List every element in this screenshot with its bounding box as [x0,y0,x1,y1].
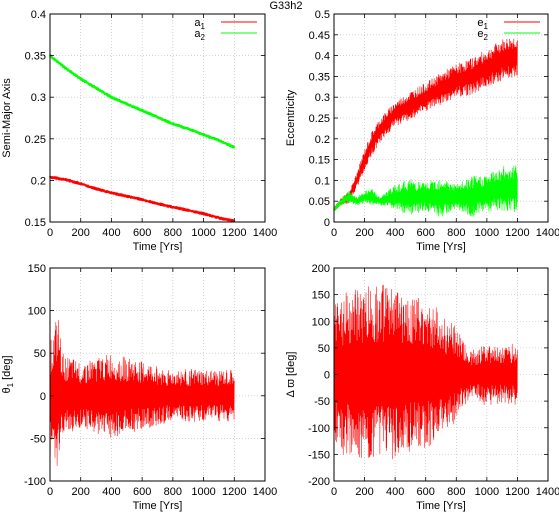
x-tick-label: 400 [386,227,404,239]
y-tick-label: 0.3 [315,92,330,104]
x-tick-label: 800 [164,486,182,498]
y-tick-label: -200 [308,476,330,488]
x-tick-label: 1000 [191,486,215,498]
y-axis-label: Δ ϖ [deg] [285,352,297,398]
x-tick-label: 200 [355,486,373,498]
y-tick-label: 0 [324,217,330,229]
x-tick-label: 400 [386,486,404,498]
page-title: G33h2 [269,0,302,12]
y-tick-label: -50 [30,433,46,445]
y-tick-label: -100 [24,476,46,488]
y-tick-label: 0.15 [25,217,46,229]
y-tick-label: 50 [318,343,330,355]
y-tick-label: 0 [324,370,330,382]
series-line-2 [333,165,518,217]
y-tick-label: 0.5 [315,9,330,21]
delta-varpi-panel: 0 200 400 600 800 1000 1200 1400-200-150-100-50… [285,263,559,512]
y-tick-label: 0.1 [315,175,330,187]
theta1-panel: 0 200 400 600 800 1000 1200 1400 -100 -50 0 50 100 15… [1,263,277,512]
semi-major-axis-panel: 0 200 400 600 800 1000 1200 1400 0.15 0.2 0.25 0.3 0… [1,9,277,253]
y-tick-label: -50 [314,396,330,408]
x-tick-label: 800 [447,227,465,239]
y-tick-label: 0.15 [309,155,330,167]
x-tick-label: 1400 [253,486,277,498]
x-tick-label: 0 [47,227,53,239]
x-tick-label: 1200 [505,486,529,498]
y-tick-label: 150 [28,263,46,275]
eccentricity-panel: 0 200 400 600 800 1000 1200 1400 0 0.05 0.1 0.15 0.2… [285,9,559,253]
series-line-2 [49,54,236,149]
x-tick-label: 0 [47,486,53,498]
y-tick-label: 50 [34,348,46,360]
y-tick-label: 0.35 [25,51,46,63]
plot-frame [49,13,266,223]
y-tick-label: 0.2 [31,175,46,187]
y-tick-label: 0.2 [315,134,330,146]
y-tick-label: 0.35 [309,71,330,83]
y-tick-label: 0.05 [309,196,330,208]
x-tick-label: 600 [417,227,435,239]
y-tick-label: 0.4 [31,9,46,21]
x-tick-label: 1000 [191,227,215,239]
x-tick-label: 1000 [475,227,499,239]
x-tick-label: 1200 [505,227,529,239]
y-tick-label: 0.4 [315,51,330,63]
y-tick-label: 0 [40,391,46,403]
y-axis-label: θ1 [deg] [1,355,15,393]
x-tick-label: 1400 [253,227,277,239]
series-line-1 [49,175,236,223]
series-line-1 [333,284,518,460]
x-tick-label: 200 [72,227,90,239]
legend-label-1: e1 [477,17,488,31]
y-tick-label: 200 [312,263,330,275]
x-tick-label: 600 [133,227,151,239]
series-line-1 [333,38,518,211]
y-tick-label: -100 [308,423,330,435]
y-axis-label: Eccentricity [285,89,297,146]
legend-label-2: e2 [477,28,488,42]
x-tick-label: 0 [331,227,337,239]
x-tick-label: 800 [447,486,465,498]
y-tick-label: -150 [308,449,330,461]
x-tick-label: 1400 [536,227,559,239]
x-tick-label: 400 [102,486,120,498]
y-tick-label: 0.25 [25,134,46,146]
x-tick-label: 400 [102,227,120,239]
x-tick-label: 0 [331,486,337,498]
x-tick-label: 1200 [222,227,246,239]
x-tick-label: 600 [417,486,435,498]
x-axis-label: Time [Yrs] [133,500,183,512]
x-axis-label: Time [Yrs] [416,241,466,253]
y-tick-label: 0.25 [309,113,330,125]
plot-frame [49,267,266,482]
x-tick-label: 600 [133,486,151,498]
x-tick-label: 1200 [222,486,246,498]
x-axis-label: Time [Yrs] [133,241,183,253]
series-line-1 [49,320,235,466]
legend-label-2: a2 [194,28,205,42]
y-tick-label: 150 [312,290,330,302]
x-tick-label: 800 [164,227,182,239]
y-tick-label: 100 [28,306,46,318]
y-tick-label: 0.3 [31,92,46,104]
legend-label-1: a1 [194,17,205,31]
x-tick-label: 1000 [475,486,499,498]
x-tick-label: 1400 [536,486,559,498]
y-axis-label: Semi-Major Axis [1,78,13,158]
x-axis-label: Time [Yrs] [416,500,466,512]
y-tick-label: 100 [312,316,330,328]
y-tick-label: 0.45 [309,30,330,42]
x-tick-label: 200 [355,227,373,239]
x-tick-label: 200 [72,486,90,498]
